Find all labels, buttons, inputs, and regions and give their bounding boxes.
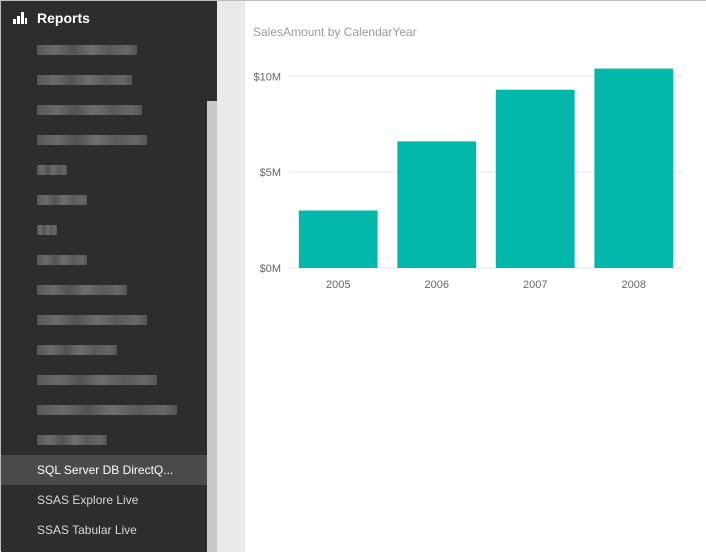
redacted-report-name — [37, 375, 157, 385]
left-navigation-pane: Reports SQL Server DB DirectQ... SSAS Exp… — [1, 1, 217, 552]
sidebar-item-report[interactable] — [1, 275, 207, 305]
redacted-report-name — [37, 285, 127, 295]
redacted-report-name — [37, 435, 107, 445]
sidebar-item-report[interactable] — [1, 65, 207, 95]
redacted-report-name — [37, 255, 87, 265]
sidebar-item-report[interactable] — [1, 35, 207, 65]
sidebar-item-report[interactable]: SSAS Tabular Live — [1, 515, 207, 545]
bar-chart[interactable]: $0M $5M $10M 2005 2006 2007 2008 — [245, 1, 706, 552]
y-tick-label: $0M — [260, 263, 281, 275]
redacted-report-name — [37, 165, 67, 175]
sidebar-item-report[interactable] — [1, 395, 207, 425]
bar-2008[interactable] — [594, 68, 674, 268]
report-page: SalesAmount by CalendarYear $0M $5M $10M 20… — [245, 1, 706, 552]
sidebar-item-report[interactable] — [1, 245, 207, 275]
sidebar-item-report[interactable] — [1, 335, 207, 365]
y-tick-label: $10M — [253, 71, 281, 83]
redacted-report-name — [37, 105, 142, 115]
sidebar-item-report[interactable]: SSAS Explore Live — [1, 485, 207, 515]
report-list-scroll-area: SQL Server DB DirectQ... SSAS Explore Liv… — [1, 35, 207, 552]
sidebar-item-report[interactable]: SQL Server DB DirectQ... — [1, 455, 207, 485]
sidebar-item-report[interactable] — [1, 215, 207, 245]
sidebar-item-report[interactable] — [1, 425, 207, 455]
y-tick-label: $5M — [260, 167, 281, 179]
redacted-report-name — [37, 195, 87, 205]
chart-title[interactable]: SalesAmount by CalendarYear — [253, 25, 417, 39]
x-tick-label: 2007 — [523, 279, 547, 291]
sidebar-item-report[interactable] — [1, 185, 207, 215]
sidebar-item-report[interactable] — [1, 365, 207, 395]
reports-section-header[interactable]: Reports — [1, 1, 217, 35]
bar-2006[interactable] — [397, 141, 477, 268]
redacted-report-name — [37, 45, 137, 55]
sidebar-item-report[interactable] — [1, 95, 207, 125]
bar-2007[interactable] — [495, 89, 575, 268]
reports-header-label: Reports — [37, 10, 90, 26]
sidebar-scrollbar-thumb[interactable] — [207, 101, 217, 552]
sidebar-item-report[interactable] — [1, 125, 207, 155]
sidebar-item-report[interactable] — [1, 305, 207, 335]
bar-chart-icon — [13, 12, 27, 24]
redacted-report-name — [37, 405, 177, 415]
redacted-report-name — [37, 345, 117, 355]
redacted-report-name — [37, 225, 57, 235]
x-tick-label: 2005 — [326, 279, 350, 291]
sidebar-item-label: SSAS Explore Live — [37, 493, 139, 507]
redacted-report-name — [37, 315, 147, 325]
sidebar-item-label: SSAS Tabular Live — [37, 523, 137, 537]
bar-2005[interactable] — [298, 210, 378, 269]
sidebar-item-label: SQL Server DB DirectQ... — [37, 463, 174, 477]
redacted-report-name — [37, 135, 147, 145]
redacted-report-name — [37, 75, 132, 85]
x-tick-label: 2006 — [425, 279, 449, 291]
x-tick-label: 2008 — [622, 279, 646, 291]
sidebar-item-report[interactable] — [1, 155, 207, 185]
